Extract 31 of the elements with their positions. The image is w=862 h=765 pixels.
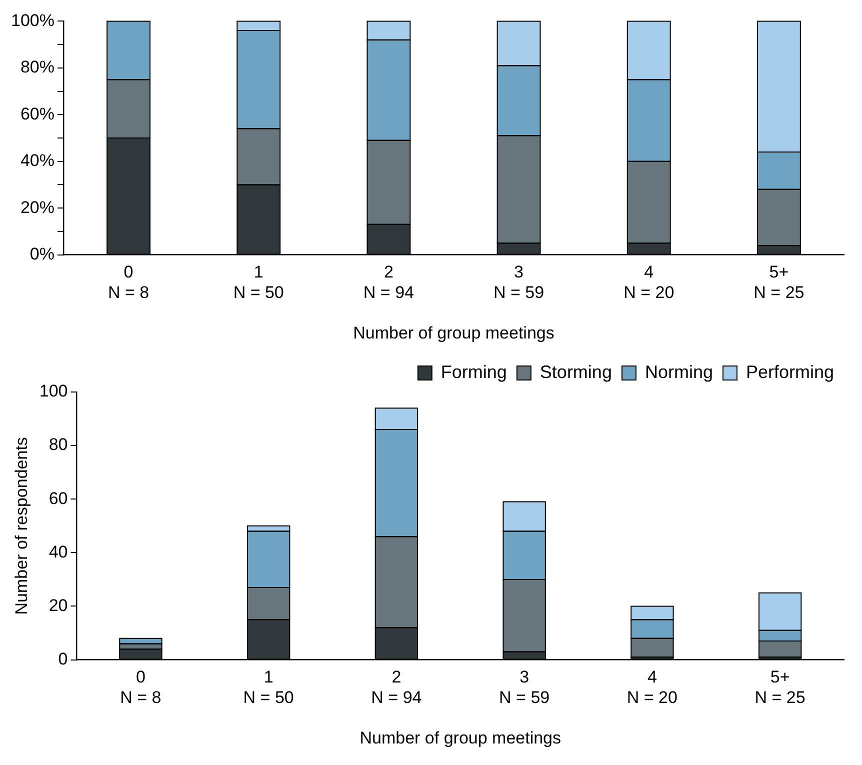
x-axis-title: Number of group meetings — [360, 728, 562, 748]
y-axis-title: Number of respondents — [12, 437, 31, 615]
y-tick-label: 0 — [58, 649, 68, 668]
y-tick-label: 40 — [48, 542, 68, 562]
x-tick-label: 1 N = 50 — [243, 668, 294, 708]
legend-label: Storming — [540, 362, 612, 382]
y-tick-label: 80 — [48, 435, 68, 454]
legend-label: Performing — [746, 362, 834, 382]
y-tick-label: 60 — [48, 488, 68, 508]
y-tick-label: 100% — [10, 10, 54, 30]
y-tick-label: 60% — [20, 104, 54, 124]
y-tick-label: 40% — [20, 151, 54, 170]
x-tick-label: 3 N = 59 — [499, 668, 550, 708]
y-tick-label: 20% — [20, 198, 54, 217]
y-tick-label: 0% — [30, 244, 54, 264]
x-tick-label: 2 N = 94 — [363, 262, 414, 302]
x-tick-label: 5+ N = 25 — [754, 668, 806, 708]
legend-label: Forming — [440, 362, 507, 382]
y-tick-label: 80% — [20, 58, 54, 77]
x-tick-label: 1 N = 50 — [233, 262, 284, 302]
x-tick-label: 2 N = 94 — [371, 668, 422, 708]
x-tick-label: 0 N = 8 — [108, 262, 150, 302]
y-tick-label: 100 — [39, 382, 68, 401]
y-tick-label: 20 — [48, 596, 68, 615]
x-tick-label: 0 N = 8 — [120, 668, 162, 708]
legend-label: Norming — [644, 362, 713, 382]
x-tick-label: 5+ N = 25 — [754, 262, 804, 302]
x-tick-label: 4 N = 20 — [626, 668, 678, 708]
x-tick-label: 4 N = 20 — [624, 262, 674, 302]
x-tick-label: 3 N = 59 — [494, 262, 544, 302]
x-axis-title: Number of group meetings — [353, 323, 554, 342]
